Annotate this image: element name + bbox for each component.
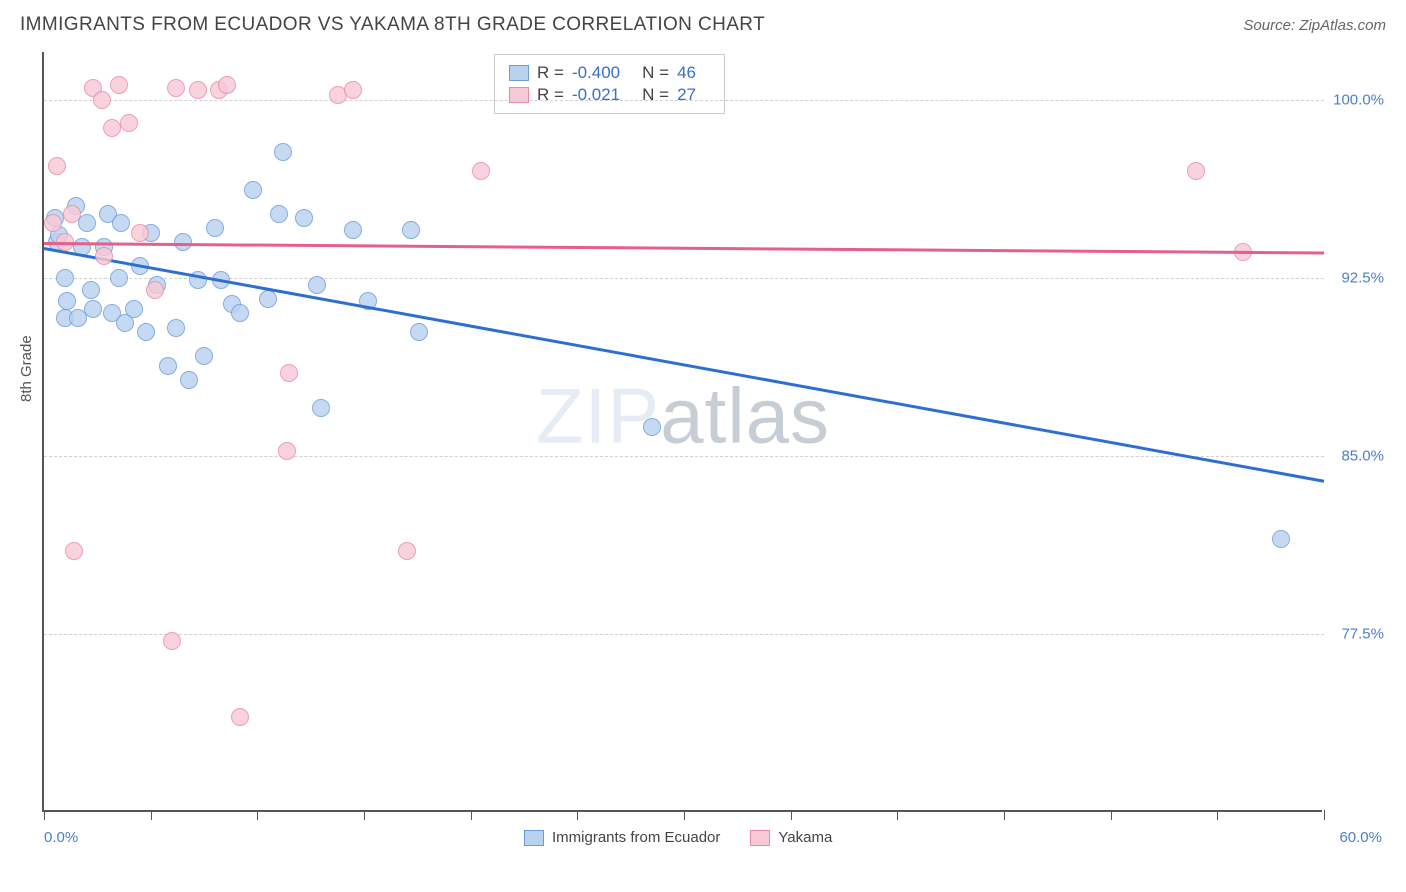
data-point — [56, 269, 74, 287]
data-point — [167, 319, 185, 337]
data-point — [163, 632, 181, 650]
data-point — [110, 269, 128, 287]
data-point — [218, 76, 236, 94]
data-point — [65, 542, 83, 560]
data-point — [278, 442, 296, 460]
x-tick — [1324, 810, 1325, 820]
data-point — [167, 79, 185, 97]
plot-area: ZIPatlas R = -0.400 N = 46 R = -0.021 N … — [42, 52, 1322, 812]
x-tick — [1217, 810, 1218, 820]
data-point — [1272, 530, 1290, 548]
legend-row-ecuador: R = -0.400 N = 46 — [509, 63, 710, 83]
data-point — [180, 371, 198, 389]
data-point — [189, 81, 207, 99]
y-tick-label: 77.5% — [1341, 625, 1384, 642]
data-point — [95, 247, 113, 265]
x-axis-min-label: 0.0% — [44, 829, 78, 846]
data-point — [58, 292, 76, 310]
y-tick-label: 100.0% — [1333, 91, 1384, 108]
data-point — [159, 357, 177, 375]
x-axis-max-label: 60.0% — [1339, 829, 1382, 846]
data-point — [125, 300, 143, 318]
x-tick — [897, 810, 898, 820]
data-point — [344, 221, 362, 239]
data-point — [244, 181, 262, 199]
gridline — [44, 634, 1324, 635]
legend-item-yakama: Yakama — [750, 829, 832, 846]
y-axis-title: 8th Grade — [18, 335, 35, 402]
data-point — [312, 399, 330, 417]
data-point — [280, 364, 298, 382]
data-point — [643, 418, 661, 436]
legend-item-ecuador: Immigrants from Ecuador — [524, 829, 720, 846]
data-point — [131, 224, 149, 242]
series-legend: Immigrants from Ecuador Yakama — [524, 829, 832, 846]
legend-row-yakama: R = -0.021 N = 27 — [509, 85, 710, 105]
data-point — [103, 119, 121, 137]
data-point — [398, 542, 416, 560]
x-tick — [577, 810, 578, 820]
x-tick — [1111, 810, 1112, 820]
data-point — [112, 214, 130, 232]
swatch-ecuador — [509, 65, 529, 81]
swatch-ecuador-icon — [524, 830, 544, 846]
x-tick — [364, 810, 365, 820]
data-point — [137, 323, 155, 341]
x-tick — [257, 810, 258, 820]
data-point — [231, 304, 249, 322]
data-point — [472, 162, 490, 180]
data-point — [206, 219, 224, 237]
swatch-yakama — [509, 87, 529, 103]
data-point — [84, 300, 102, 318]
data-point — [93, 91, 111, 109]
data-point — [295, 209, 313, 227]
x-tick — [1004, 810, 1005, 820]
data-point — [402, 221, 420, 239]
x-tick — [791, 810, 792, 820]
data-point — [259, 290, 277, 308]
data-point — [195, 347, 213, 365]
swatch-yakama-icon — [750, 830, 770, 846]
x-tick — [471, 810, 472, 820]
chart-title: IMMIGRANTS FROM ECUADOR VS YAKAMA 8TH GR… — [20, 14, 765, 36]
data-point — [78, 214, 96, 232]
data-point — [63, 205, 81, 223]
x-tick — [151, 810, 152, 820]
data-point — [410, 323, 428, 341]
gridline — [44, 278, 1324, 279]
x-tick — [684, 810, 685, 820]
y-tick-label: 85.0% — [1341, 447, 1384, 464]
data-point — [82, 281, 100, 299]
trend-line — [44, 247, 1324, 482]
data-point — [110, 76, 128, 94]
data-point — [48, 157, 66, 175]
source-attribution: Source: ZipAtlas.com — [1243, 17, 1386, 34]
data-point — [344, 81, 362, 99]
data-point — [270, 205, 288, 223]
gridline — [44, 456, 1324, 457]
data-point — [120, 114, 138, 132]
gridline — [44, 100, 1324, 101]
data-point — [146, 281, 164, 299]
correlation-legend: R = -0.400 N = 46 R = -0.021 N = 27 — [494, 54, 725, 114]
chart-container: ZIPatlas R = -0.400 N = 46 R = -0.021 N … — [42, 52, 1386, 852]
data-point — [1187, 162, 1205, 180]
data-point — [308, 276, 326, 294]
x-tick — [44, 810, 45, 820]
data-point — [44, 214, 62, 232]
data-point — [231, 708, 249, 726]
data-point — [274, 143, 292, 161]
trend-line — [44, 242, 1324, 254]
y-tick-label: 92.5% — [1341, 269, 1384, 286]
